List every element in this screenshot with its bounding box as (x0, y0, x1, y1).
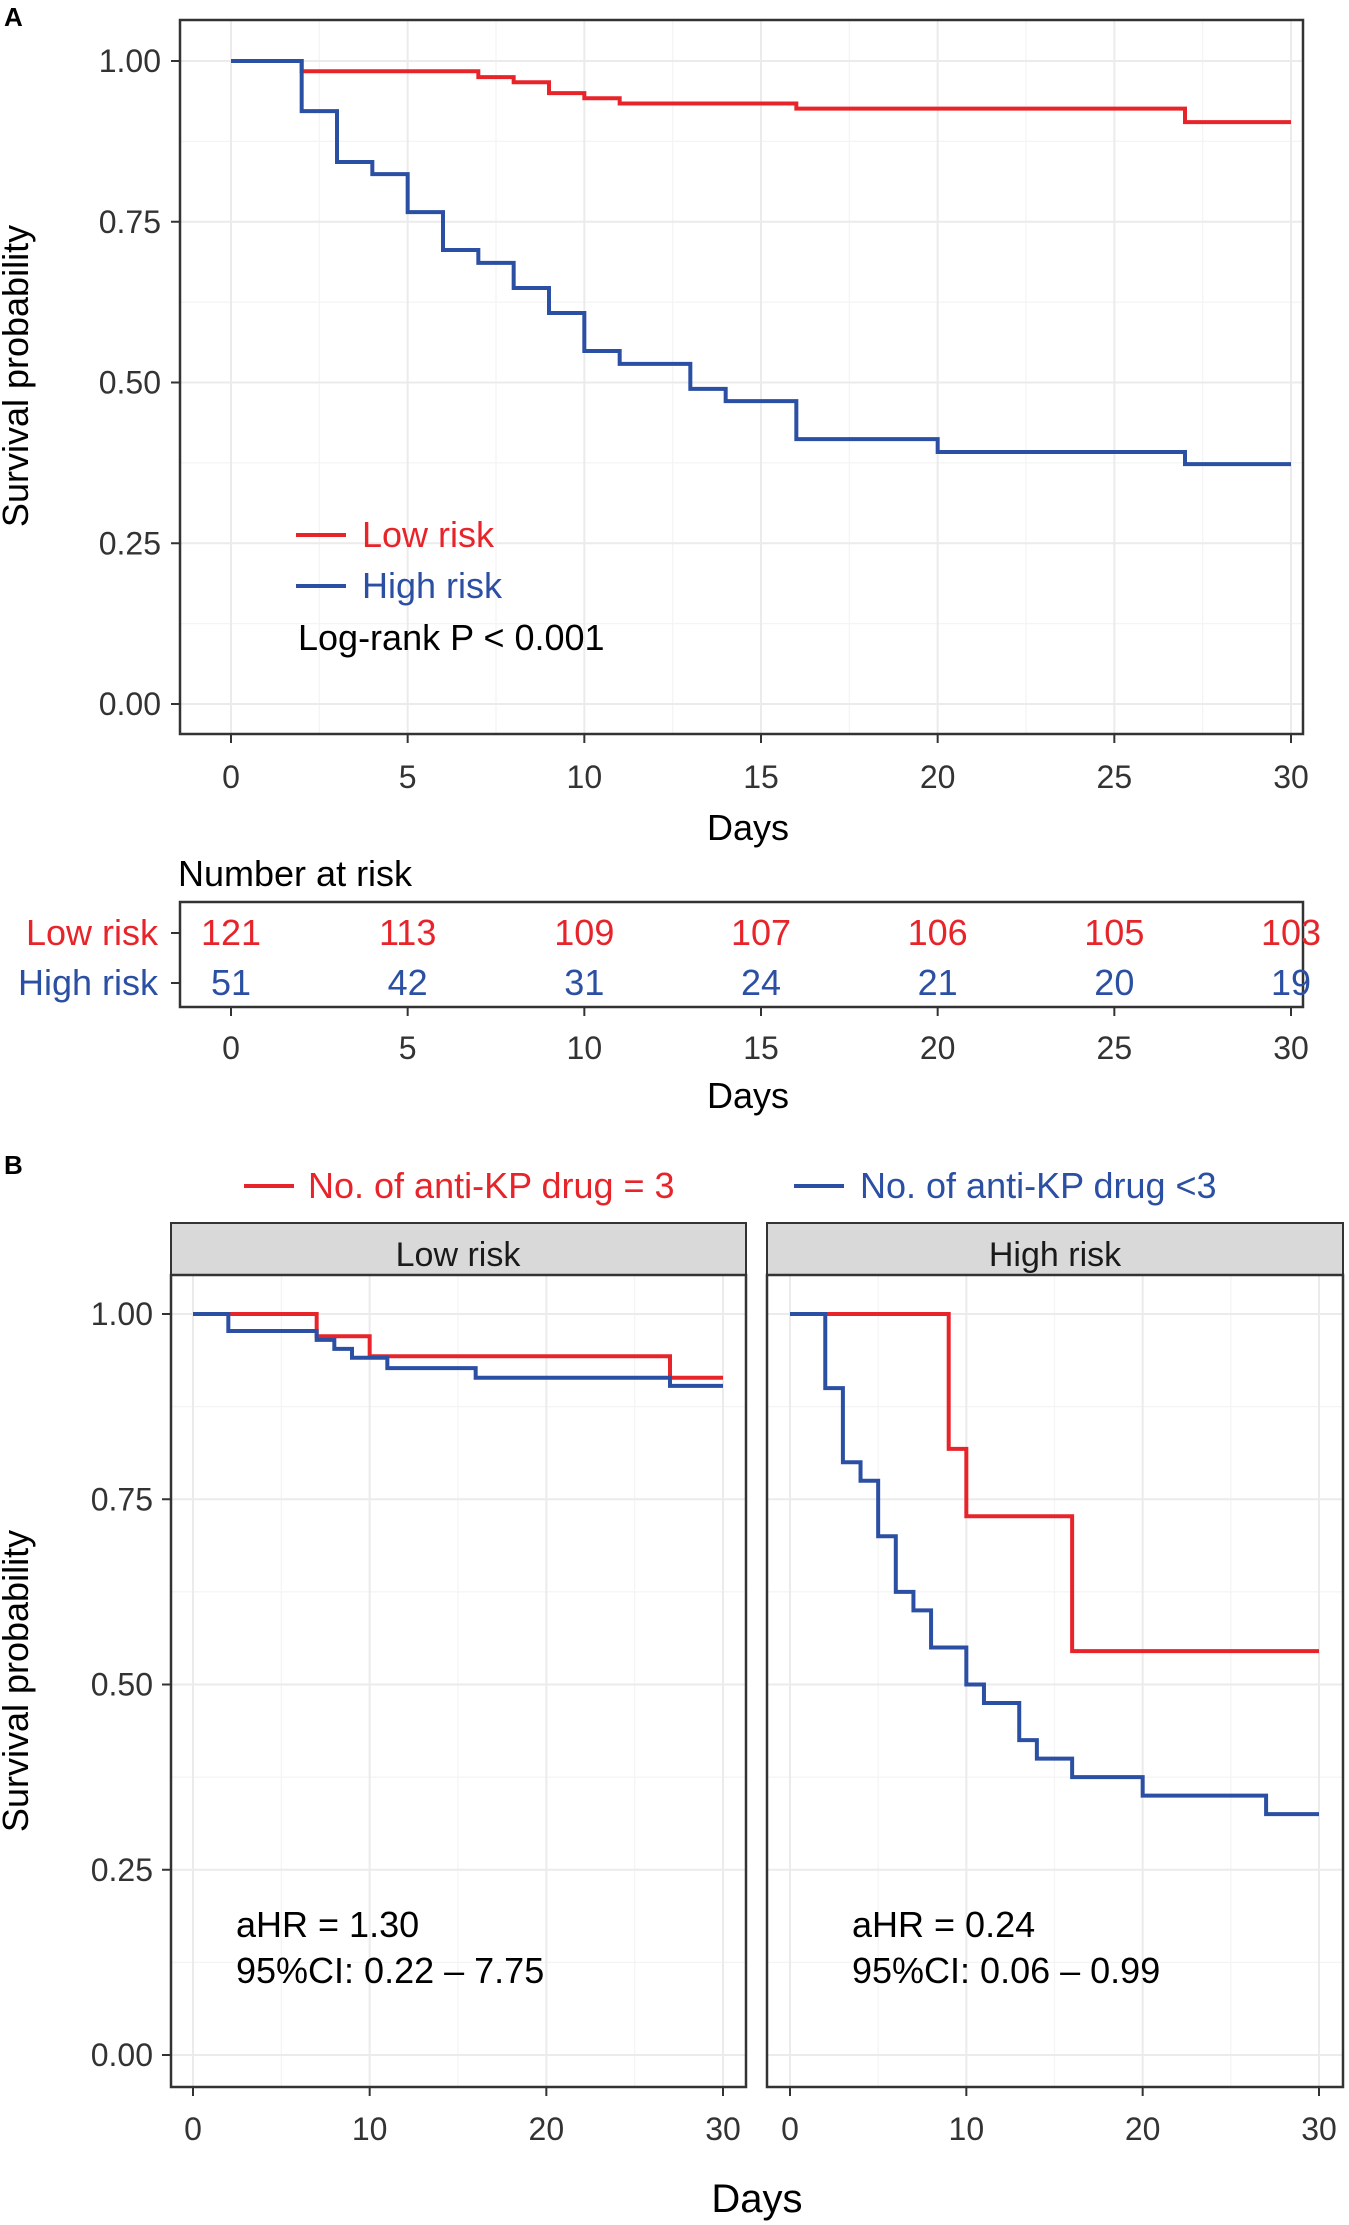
facet-high-risk-x-tick-label: 10 (949, 2111, 985, 2147)
panel-a-gridlines (180, 20, 1303, 734)
risk-table-cell: 20 (1094, 962, 1134, 1003)
panel-b-gridlines (171, 1275, 1343, 2087)
panel-a-x-tick-label: 20 (920, 759, 956, 795)
risk-table-x-tick-label: 0 (222, 1030, 240, 1066)
facet-high-risk-ci: 95%CI: 0.06 – 0.99 (852, 1950, 1160, 1991)
risk-table-cell: 105 (1084, 912, 1144, 953)
panel-b-x-axis-title: Days (711, 2177, 802, 2221)
facet-low-risk-x-tick-label: 20 (529, 2111, 565, 2147)
risk-table-cell: 42 (388, 962, 428, 1003)
facet-strip-low-risk (170, 1222, 747, 1276)
panel-a-label: A (4, 2, 23, 32)
panel-a-y-tick-label: 1.00 (99, 43, 161, 79)
risk-table-cell: 103 (1261, 912, 1321, 953)
facet-strip-high-risk-label: High risk (989, 1236, 1122, 1274)
panel-a-curve-high-risk (231, 59, 1291, 467)
panel-a-legend: Low risk High risk Log-rank P < 0.001 (296, 514, 605, 658)
risk-table-x-tick-label: 25 (1097, 1030, 1133, 1066)
panel-a-frame (178, 18, 1305, 736)
risk-table-cell: 106 (908, 912, 968, 953)
risk-table-cell: 113 (379, 912, 436, 953)
risk-table-title: Number at risk (178, 853, 413, 894)
panel-a-x-tick-label: 25 (1097, 759, 1133, 795)
risk-table-cell: 31 (564, 962, 604, 1003)
facet-low-risk-curve-no-of-anti-kp-drug-3 (193, 1312, 723, 1380)
facet-high-risk-x-tick-label: 0 (781, 2111, 799, 2147)
panel-a-axes: 0 5 10 15 20 25 30 0.00 0.25 0.50 0.75 1.00 (99, 43, 1309, 795)
facet-low-risk-y-tick-label: 0.25 (91, 1852, 153, 1888)
risk-table-row-label-low-risk: Low risk (26, 912, 159, 953)
risk-table-x-tick-label: 10 (567, 1030, 603, 1066)
facet-high-risk-curve-no-of-anti-kp-drug-3 (790, 1312, 1319, 1817)
risk-table-row-label-high-risk: High risk (18, 962, 159, 1003)
facet-low-risk-ci: 95%CI: 0.22 – 7.75 (236, 1950, 544, 1991)
panel-a-y-tick-label: 0.25 (99, 525, 161, 561)
legend-high-risk: High risk (362, 565, 503, 606)
facet-low-risk-x-tick-label: 10 (352, 2111, 388, 2147)
panel-a-x-tick-label: 30 (1273, 759, 1309, 795)
risk-table-cell: 51 (211, 962, 251, 1003)
facet-low-risk-curve-no-of-anti-kp-drug-3 (193, 1312, 723, 1388)
risk-table-x-tick-label: 30 (1273, 1030, 1309, 1066)
facet-high-risk-curve-no-of-anti-kp-drug-3 (790, 1312, 1319, 1654)
facet-low-risk-y-tick-label: 0.00 (91, 2037, 153, 2073)
facet-high-risk-x-tick-label: 30 (1301, 2111, 1337, 2147)
risk-table-x-tick-label: 20 (920, 1030, 956, 1066)
panel-a-y-tick-label: 0.00 (99, 686, 161, 722)
risk-table-cell: 19 (1271, 962, 1311, 1003)
panel-b-y-axis-title: Survival probability (0, 1530, 36, 1832)
facet-high-risk-x-tick-label: 20 (1125, 2111, 1161, 2147)
risk-table-cell: 21 (918, 962, 958, 1003)
legend-drug-lt-3: No. of anti-KP drug <3 (860, 1165, 1217, 1206)
panel-a-curve-low-risk (231, 59, 1291, 125)
facet-strip-low-risk-label: Low risk (396, 1236, 522, 1274)
facet-low-risk-ahr: aHR = 1.30 (236, 1904, 419, 1945)
log-rank-annotation: Log-rank P < 0.001 (298, 617, 605, 658)
risk-table-frame (178, 900, 1305, 1009)
panel-a-x-tick-label: 10 (567, 759, 603, 795)
legend-drug-eq-3: No. of anti-KP drug = 3 (308, 1165, 675, 1206)
facet-high-risk-frame (765, 1273, 1345, 2089)
panel-a-x-tick-label: 0 (222, 759, 240, 795)
panel-b-curves (193, 1312, 1319, 1817)
risk-table-x-axis-title: Days (707, 1075, 789, 1116)
facet-low-risk-y-tick-label: 0.50 (91, 1667, 153, 1703)
facet-low-risk-frame (169, 1273, 748, 2089)
panel-b-label: B (4, 1150, 23, 1180)
facet-low-risk-x-tick-label: 0 (184, 2111, 202, 2147)
panel-a-x-tick-label: 15 (743, 759, 779, 795)
panel-a-y-axis-title: Survival probability (0, 225, 36, 527)
panel-b-legend: No. of anti-KP drug = 3 No. of anti-KP d… (244, 1165, 1217, 1206)
risk-table-cell: 121 (201, 912, 261, 953)
panel-b-axes: 0 10 20 30 0.00 0.25 0.50 0.75 1.00 0 10 20 30 (91, 1296, 1337, 2147)
facet-low-risk-y-tick-label: 0.75 (91, 1481, 153, 1517)
facet-low-risk-x-tick-label: 30 (705, 2111, 741, 2147)
risk-table-cell: 107 (731, 912, 791, 953)
legend-low-risk: Low risk (362, 514, 495, 555)
panel-a-x-axis-title: Days (707, 807, 789, 848)
risk-table-x-tick-label: 15 (743, 1030, 779, 1066)
panel-a-y-tick-label: 0.75 (99, 204, 161, 240)
panel-a-curves (231, 59, 1291, 467)
panel-a-x-tick-label: 5 (399, 759, 417, 795)
risk-table-cell: 24 (741, 962, 781, 1003)
facet-low-risk-y-tick-label: 1.00 (91, 1296, 153, 1332)
risk-table-x-tick-label: 5 (399, 1030, 417, 1066)
facet-high-risk-ahr: aHR = 0.24 (852, 1904, 1035, 1945)
panel-a-y-tick-label: 0.50 (99, 365, 161, 401)
risk-table-cell: 109 (554, 912, 614, 953)
